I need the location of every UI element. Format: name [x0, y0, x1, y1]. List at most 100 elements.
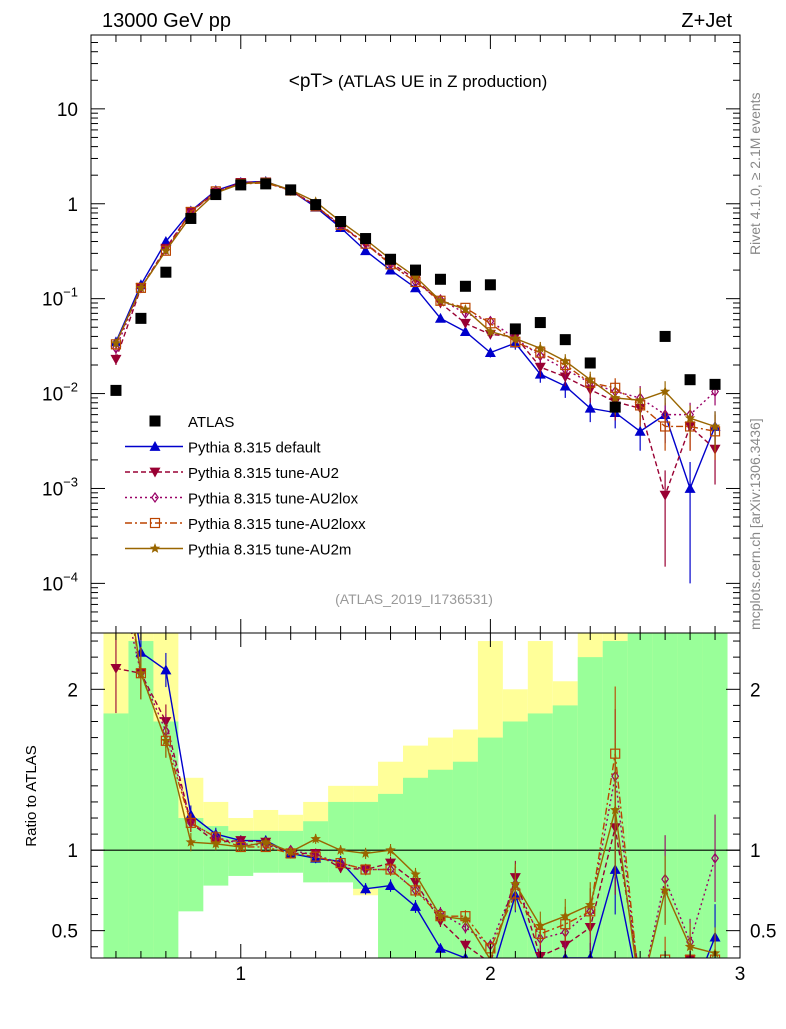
- data-point: [684, 482, 696, 493]
- ratio-plot-area: [91, 491, 740, 1013]
- series-line-2: [115, 181, 716, 416]
- legend-marker: [149, 441, 161, 451]
- inner-band: [702, 633, 728, 958]
- x-tick-label: 3: [735, 964, 746, 985]
- ratio-point: [113, 559, 119, 568]
- series-line-4: [115, 181, 716, 428]
- ratio-y-tick-label-right: 0.5: [750, 922, 776, 943]
- reference-point: [484, 279, 496, 291]
- ratio-point: [260, 836, 271, 847]
- data-point: [560, 355, 571, 366]
- ratio-point: [385, 864, 396, 875]
- ratio-point: [110, 491, 121, 501]
- reference-point: [385, 253, 397, 265]
- data-point: [585, 374, 596, 385]
- ratio-point: [335, 844, 346, 855]
- data-point: [160, 245, 172, 256]
- data-point: [659, 386, 671, 396]
- reference-point: [534, 317, 546, 329]
- ratio-point: [160, 664, 172, 675]
- reference-point: [310, 199, 322, 211]
- ratio-point: [135, 667, 147, 678]
- data-point: [460, 303, 471, 314]
- reference-point: [559, 334, 571, 346]
- ratio-y-tick-label-right: 1: [750, 841, 761, 862]
- y-tick-label: 1: [67, 195, 78, 216]
- ratio-point: [636, 991, 645, 1000]
- legend-entry: Pythia 8.315 tune-AU2lox: [188, 491, 359, 508]
- data-point: [709, 421, 721, 431]
- ratio-point: [685, 994, 696, 1004]
- inner-band: [427, 769, 453, 958]
- ratio-point: [434, 942, 446, 953]
- legend-entry: Pythia 8.315 tune-AU2: [188, 465, 339, 482]
- ratio-point: [659, 884, 671, 895]
- data-point: [659, 490, 671, 501]
- ratio-point: [435, 910, 446, 921]
- reference-point: [210, 189, 222, 201]
- legend-marker: [149, 517, 161, 529]
- legend-entry: Pythia 8.315 tune-AU2m: [188, 542, 351, 559]
- ratio-point: [360, 883, 372, 894]
- ratio-point: [610, 804, 621, 815]
- legend-entry-atlas: ATLAS: [188, 414, 234, 431]
- data-point: [634, 425, 646, 436]
- reference-point: [135, 312, 147, 324]
- x-tick-label: 1: [235, 964, 246, 985]
- data-point: [534, 362, 546, 373]
- reference-point: [434, 273, 446, 285]
- ratio-point: [235, 841, 246, 852]
- ratio-point: [285, 846, 296, 857]
- ratio-point: [535, 959, 546, 969]
- data-point: [160, 236, 172, 246]
- reference-point: [609, 401, 621, 413]
- data-point: [711, 386, 719, 398]
- ratio-point: [635, 975, 646, 985]
- ratio-point: [111, 516, 120, 525]
- reference-point: [235, 179, 247, 191]
- data-point: [634, 394, 646, 405]
- data-point: [459, 318, 471, 329]
- reference-point: [285, 184, 297, 196]
- data-point: [485, 326, 496, 336]
- ratio-y-tick-label: 1: [67, 841, 78, 862]
- x-tick-label: 2: [485, 964, 496, 985]
- ratio-point: [710, 973, 721, 983]
- ratio-point: [635, 990, 646, 1000]
- ratio-point: [385, 844, 396, 855]
- ratio-point: [460, 913, 471, 924]
- data-point: [610, 392, 621, 403]
- ratio-point: [210, 838, 221, 849]
- reference-point: [659, 330, 671, 342]
- inner-band: [677, 633, 703, 958]
- reference-point: [185, 212, 197, 224]
- data-point: [459, 326, 471, 336]
- reference-point: [459, 280, 471, 292]
- ratio-point: [385, 880, 397, 890]
- data-point: [410, 271, 421, 282]
- ratio-point: [110, 663, 122, 674]
- ratio-point: [684, 941, 696, 952]
- reference-point: [260, 178, 272, 190]
- ratio-point: [160, 735, 172, 746]
- ratio-point: [459, 940, 471, 951]
- header-process: Z+Jet: [681, 10, 732, 32]
- data-point: [435, 295, 446, 306]
- analysis-label: (ATLAS_2019_I1736531): [335, 591, 493, 607]
- header-energy: 13000 GeV pp: [102, 10, 231, 32]
- reference-point: [360, 233, 372, 245]
- ratio-point: [310, 851, 321, 862]
- ratio-point: [185, 836, 197, 847]
- ratio-point: [360, 864, 371, 875]
- ratio-point: [660, 1003, 671, 1013]
- legend: ATLAS Pythia 8.315 default Pythia 8.315 tu…: [125, 414, 366, 559]
- legend-entry: Pythia 8.315 default: [188, 440, 321, 457]
- inner-band: [627, 633, 653, 958]
- data-point: [510, 333, 521, 343]
- ratio-point: [510, 878, 521, 889]
- ratio-y-tick-label-right: 2: [750, 680, 761, 701]
- data-point: [360, 245, 372, 256]
- legend-marker: [149, 543, 161, 553]
- data-point: [484, 347, 496, 358]
